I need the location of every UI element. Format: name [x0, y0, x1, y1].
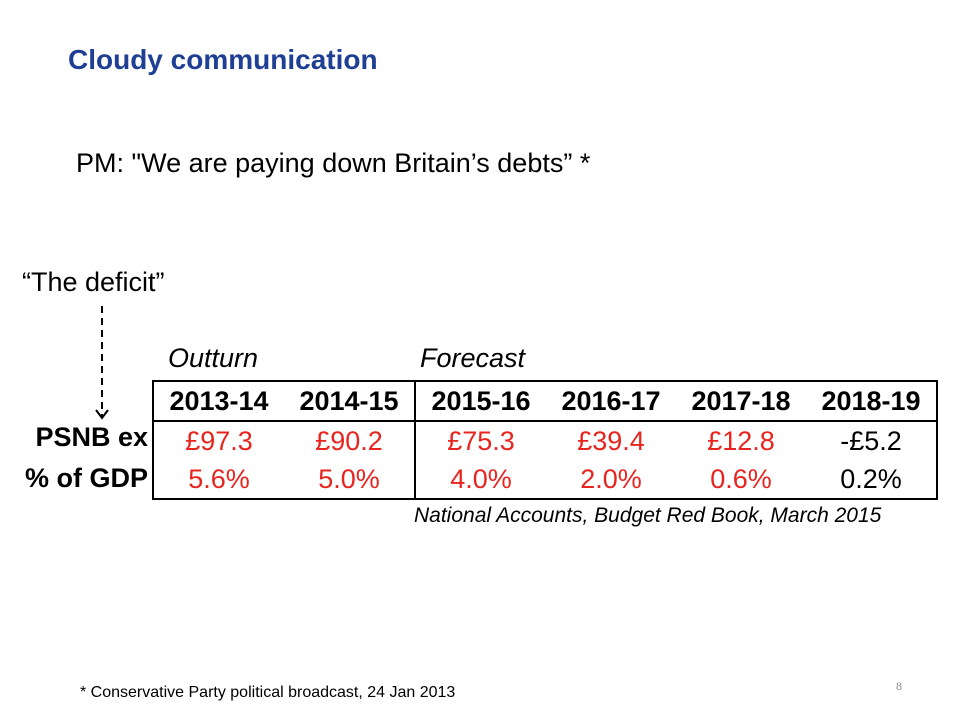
table-cell: 4.0%: [415, 460, 546, 500]
row-label-psnb: PSNB ex: [35, 422, 148, 452]
table-cell: 5.6%: [152, 460, 284, 500]
table-row-psnb: £97.3 £90.2 £75.3 £39.4 £12.8 -£5.2: [152, 421, 938, 460]
slide-title: Cloudy communication: [68, 44, 378, 75]
year-header: 2013-14: [152, 380, 284, 422]
deficit-label: “The deficit”: [22, 267, 165, 297]
dashed-arrow-icon: [95, 306, 109, 420]
table-cell: £75.3: [447, 425, 515, 456]
table-cell: £97.3: [152, 421, 284, 460]
year-header: 2017-18: [676, 380, 806, 422]
table-header-row: 2013-14 2014-15 2015-16 2016-17 2017-18 …: [152, 380, 938, 422]
table-cell: £90.2: [284, 421, 416, 460]
year-header: 2014-15: [284, 380, 416, 422]
table-cell: 5.0%: [284, 460, 416, 500]
source-note: National Accounts, Budget Red Book, Marc…: [414, 504, 882, 527]
pm-quote: PM: "We are paying down Britain’s debts”…: [76, 148, 591, 178]
outturn-label: Outturn: [168, 343, 259, 373]
page-number: 8: [896, 679, 902, 693]
row-label-gdp: % of GDP: [24, 463, 148, 493]
year-header: 2016-17: [546, 380, 676, 422]
table-cell: £39.4: [577, 425, 645, 456]
table-cell: -£5.2: [806, 421, 938, 460]
footnote: * Conservative Party political broadcast…: [80, 684, 456, 701]
year-header: 2015-16: [415, 380, 546, 422]
table-row-gdp: 5.6% 5.0% 4.0% 2.0% 0.6% 0.2%: [152, 460, 938, 500]
forecast-label: Forecast: [420, 343, 526, 373]
table-cell: 2.0%: [546, 460, 676, 500]
deficit-table: 2013-14 2014-15 2015-16 2016-17 2017-18 …: [152, 380, 938, 500]
table-cell: 0.2%: [806, 460, 938, 500]
table-cell: 0.6%: [676, 460, 806, 500]
year-header: 2018-19: [806, 380, 938, 422]
table-cell: £12.8: [707, 425, 775, 456]
